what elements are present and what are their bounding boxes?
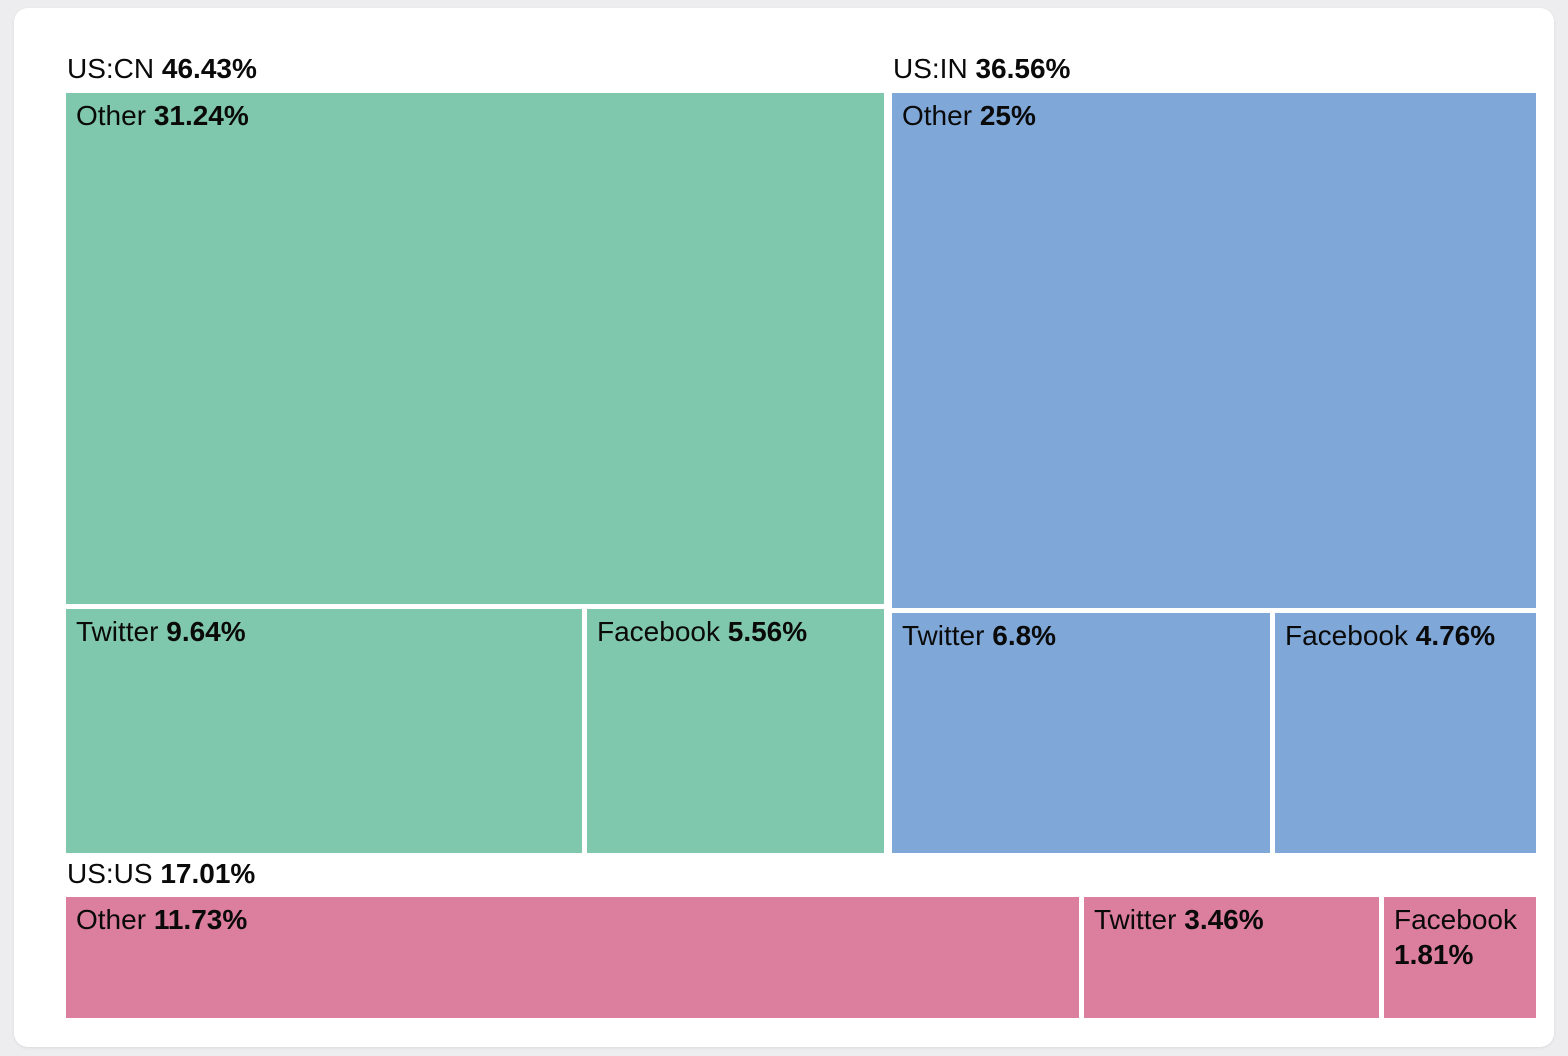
treemap-cell-us-in-other[interactable]: Other 25% xyxy=(892,93,1536,608)
group-label-us-us: US:US 17.01% xyxy=(67,857,255,891)
treemap-cell-us-in-twitter[interactable]: Twitter 6.8% xyxy=(892,613,1270,853)
treemap-cell-us-cn-twitter[interactable]: Twitter 9.64% xyxy=(66,609,582,853)
treemap-cell-us-cn-other[interactable]: Other 31.24% xyxy=(66,93,884,604)
cell-name: Facebook xyxy=(1394,904,1517,935)
cell-name: Other xyxy=(902,100,973,131)
cell-name: Other xyxy=(76,100,147,131)
cell-value: 3.46% xyxy=(1184,904,1264,935)
treemap-cell-us-cn-facebook[interactable]: Facebook 5.56% xyxy=(587,609,884,853)
treemap-cell-us-us-other[interactable]: Other 11.73% xyxy=(66,897,1079,1018)
cell-name: Twitter xyxy=(76,616,159,647)
cell-name: Twitter xyxy=(902,620,985,651)
cell-value: 6.8% xyxy=(992,620,1057,651)
group-value: 17.01% xyxy=(160,858,256,889)
cell-value: 1.81% xyxy=(1394,939,1474,970)
group-value: 46.43% xyxy=(161,53,257,84)
cell-value: 9.64% xyxy=(166,616,246,647)
cell-value: 31.24% xyxy=(153,100,249,131)
group-value: 36.56% xyxy=(975,53,1071,84)
treemap-cell-us-us-facebook[interactable]: Facebook 1.81% xyxy=(1384,897,1536,1018)
cell-value: 11.73% xyxy=(153,904,248,935)
group-name: US:US xyxy=(67,858,153,889)
treemap-cell-us-us-twitter[interactable]: Twitter 3.46% xyxy=(1084,897,1379,1018)
treemap-cell-us-in-facebook[interactable]: Facebook 4.76% xyxy=(1275,613,1536,853)
cell-value: 25% xyxy=(979,100,1036,131)
cell-value: 5.56% xyxy=(727,616,808,647)
group-name: US:CN xyxy=(67,53,155,84)
cell-name: Facebook xyxy=(597,616,720,647)
group-name: US:IN xyxy=(893,53,968,84)
cell-name: Other xyxy=(76,904,147,935)
group-label-us-cn: US:CN 46.43% xyxy=(67,52,257,86)
group-label-us-in: US:IN 36.56% xyxy=(893,52,1070,86)
treemap-card: US:CN 46.43% US:IN 36.56% US:US 17.01% O… xyxy=(14,8,1554,1047)
cell-value: 4.76% xyxy=(1415,620,1496,651)
cell-name: Twitter xyxy=(1094,904,1177,935)
cell-name: Facebook xyxy=(1285,620,1408,651)
